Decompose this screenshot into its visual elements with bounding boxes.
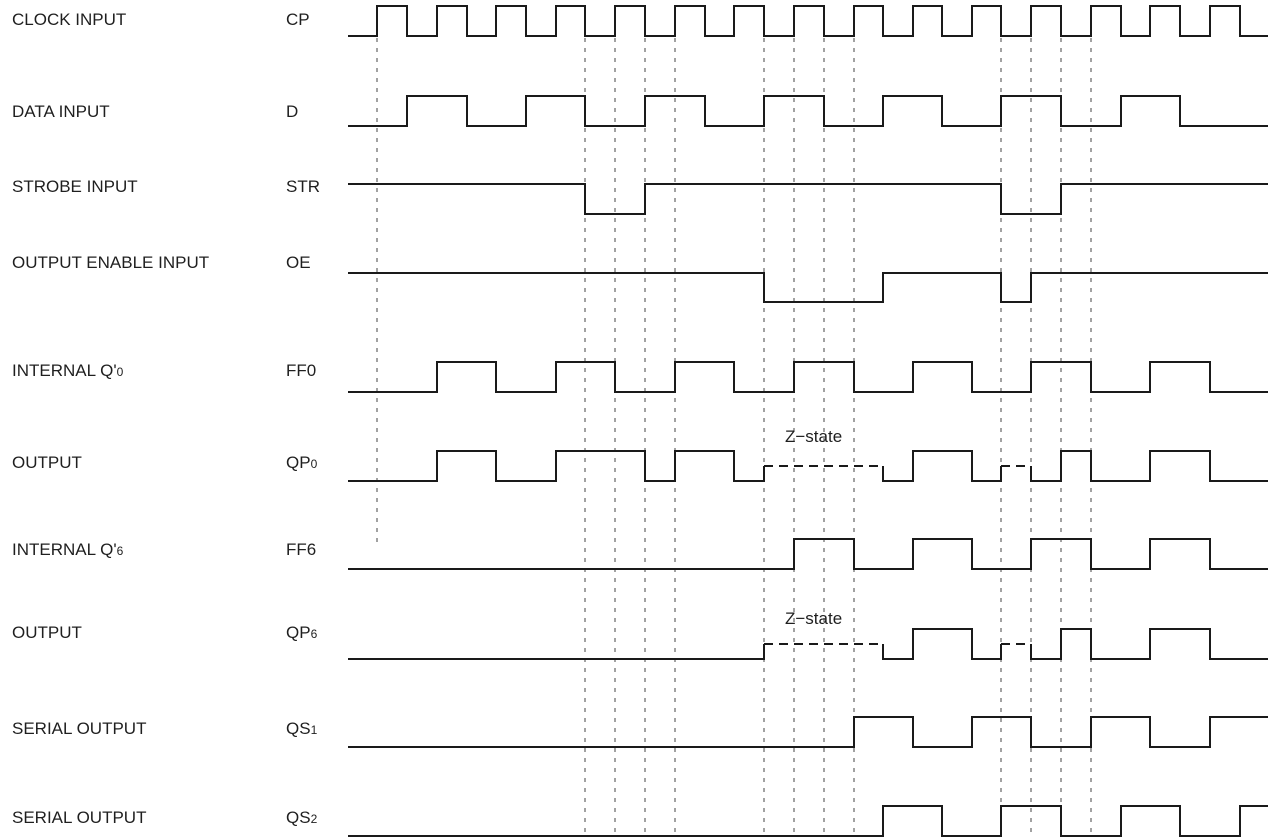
signal-name-cp: CLOCK INPUT [12, 10, 126, 29]
waveforms: Z−state Z−state [348, 5, 1268, 837]
signal-symbol-qs2: QS2 [286, 808, 318, 827]
waveform-ff0 [348, 361, 1268, 393]
signal-name-qs2: SERIAL OUTPUT [12, 808, 146, 827]
guide-lines [376, 38, 1092, 838]
signal-symbol-oe: OE [286, 253, 311, 272]
waveform-qp0-b [882, 450, 1002, 482]
signal-name-ff6: INTERNAL Q'6 [12, 540, 124, 559]
waveform-qs2 [348, 805, 1268, 837]
z-state-label-qp6: Z−state [785, 609, 842, 628]
signal-name-ff0: INTERNAL Q'0 [12, 361, 124, 380]
waveform-qs1 [348, 716, 1268, 748]
signal-symbol-qp6: QP6 [286, 623, 318, 642]
signal-name-qs1: SERIAL OUTPUT [12, 719, 146, 738]
signal-name-qp6: OUTPUT [12, 623, 82, 642]
signal-name-qp0: OUTPUT [12, 453, 82, 472]
waveform-oe [348, 272, 1268, 303]
z-state-label-qp0: Z−state [785, 427, 842, 446]
waveform-qp0-c [1030, 450, 1268, 482]
waveform-d [348, 95, 1268, 127]
signal-symbol-d: D [286, 102, 298, 121]
signal-symbol-str: STR [286, 177, 320, 196]
signal-symbol-ff0: FF0 [286, 361, 316, 380]
waveform-qp6-b [882, 628, 1002, 660]
signal-name-d: DATA INPUT [12, 102, 110, 121]
waveform-cp [348, 5, 1268, 37]
waveform-qp6-a [348, 644, 765, 660]
signal-name-str: STROBE INPUT [12, 177, 138, 196]
signal-symbol-qp0: QP0 [286, 453, 318, 472]
waveform-qp0-a [348, 450, 765, 482]
signal-symbol-cp: CP [286, 10, 310, 29]
waveform-qp6-c [1030, 628, 1268, 660]
signal-labels: CLOCK INPUT CP DATA INPUT D STROBE INPUT… [12, 10, 320, 827]
signal-symbol-ff6: FF6 [286, 540, 316, 559]
signal-name-oe: OUTPUT ENABLE INPUT [12, 253, 209, 272]
waveform-ff6 [348, 538, 1268, 570]
signal-symbol-qs1: QS1 [286, 719, 318, 738]
waveform-str [348, 183, 1268, 215]
